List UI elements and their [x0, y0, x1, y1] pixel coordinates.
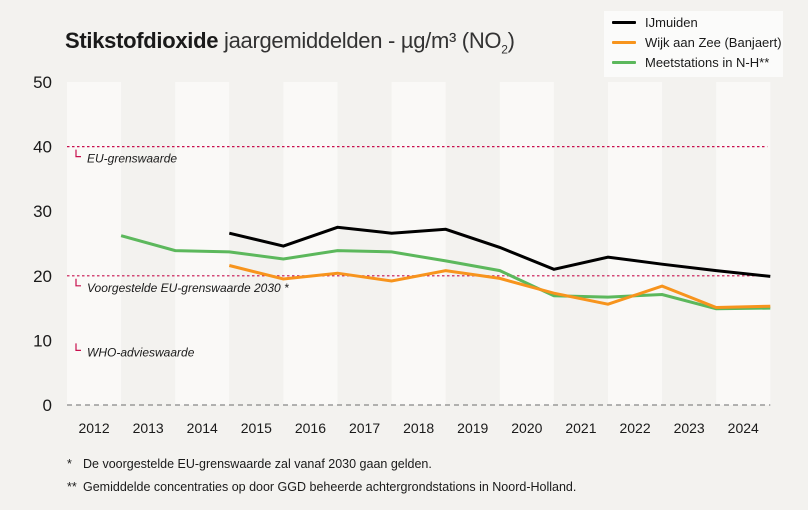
year-band: [662, 82, 717, 405]
legend-swatch-meetstations: [612, 60, 636, 64]
reference-label: Voorgestelde EU-grenswaarde 2030 *: [87, 281, 289, 295]
year-band: [67, 82, 122, 405]
y-tick-label: 40: [33, 138, 52, 157]
x-tick-label: 2023: [674, 420, 705, 436]
year-band: [337, 82, 392, 405]
x-tick-label: 2013: [133, 420, 164, 436]
legend: IJmuiden Wijk aan Zee (Banjaert) Meetsta…: [604, 11, 783, 77]
year-band: [391, 82, 446, 405]
x-tick-label: 2012: [78, 420, 109, 436]
x-tick-label: 2018: [403, 420, 434, 436]
year-band: [716, 82, 771, 405]
y-tick-label: 0: [43, 396, 52, 415]
legend-item-ijmuiden: IJmuiden: [612, 13, 698, 31]
reference-marker-icon: [75, 149, 81, 158]
y-tick-label: 30: [33, 202, 52, 221]
legend-label: Wijk aan Zee (Banjaert): [645, 34, 782, 50]
x-tick-label: 2022: [619, 420, 650, 436]
year-band: [175, 82, 230, 405]
legend-item-meetstations: Meetstations in N-H**: [612, 53, 769, 71]
x-tick-label: 2015: [241, 420, 272, 436]
reference-marker-icon: [75, 278, 81, 287]
footnote-1: * De voorgestelde EU-grenswaarde zal vana…: [67, 457, 432, 471]
x-tick-label: 2024: [728, 420, 759, 436]
y-tick-label: 50: [33, 73, 52, 92]
legend-label: IJmuiden: [645, 14, 698, 30]
title-rest: jaargemiddelden - µg/m³ (NO2): [218, 28, 515, 57]
legend-swatch-ijmuiden: [612, 20, 636, 24]
footnote-2: ** Gemiddelde concentraties op door GGD b…: [67, 480, 577, 494]
x-tick-label: 2020: [511, 420, 542, 436]
reference-marker-icon: [75, 343, 81, 351]
legend-label: Meetstations in N-H**: [645, 54, 770, 70]
x-tick-label: 2017: [349, 420, 380, 436]
x-tick-label: 2021: [565, 420, 596, 436]
year-band: [553, 82, 608, 405]
legend-item-wijk-aan-zee: Wijk aan Zee (Banjaert): [612, 33, 782, 51]
series-line-wijk-aan-zee-banjaert: [228, 264, 771, 310]
legend-swatch-wijk-aan-zee: [612, 40, 636, 44]
series-line-ijmuiden: [228, 225, 771, 278]
y-tick-label: 10: [33, 331, 52, 350]
x-tick-label: 2014: [187, 420, 218, 436]
x-tick-label: 2019: [457, 420, 488, 436]
year-band: [608, 82, 663, 405]
y-tick-label: 20: [33, 267, 52, 286]
reference-label: WHO-advieswaarde: [87, 345, 195, 359]
chart-title: Stikstofdioxide jaargemiddelden - µg/m³ …: [65, 28, 515, 56]
reference-label: EU-grenswaarde: [87, 152, 177, 166]
title-bold: Stikstofdioxide: [65, 28, 219, 53]
series-line-meetstations-in-n-h: [120, 234, 771, 311]
x-tick-label: 2016: [295, 420, 326, 436]
year-band: [499, 82, 554, 405]
